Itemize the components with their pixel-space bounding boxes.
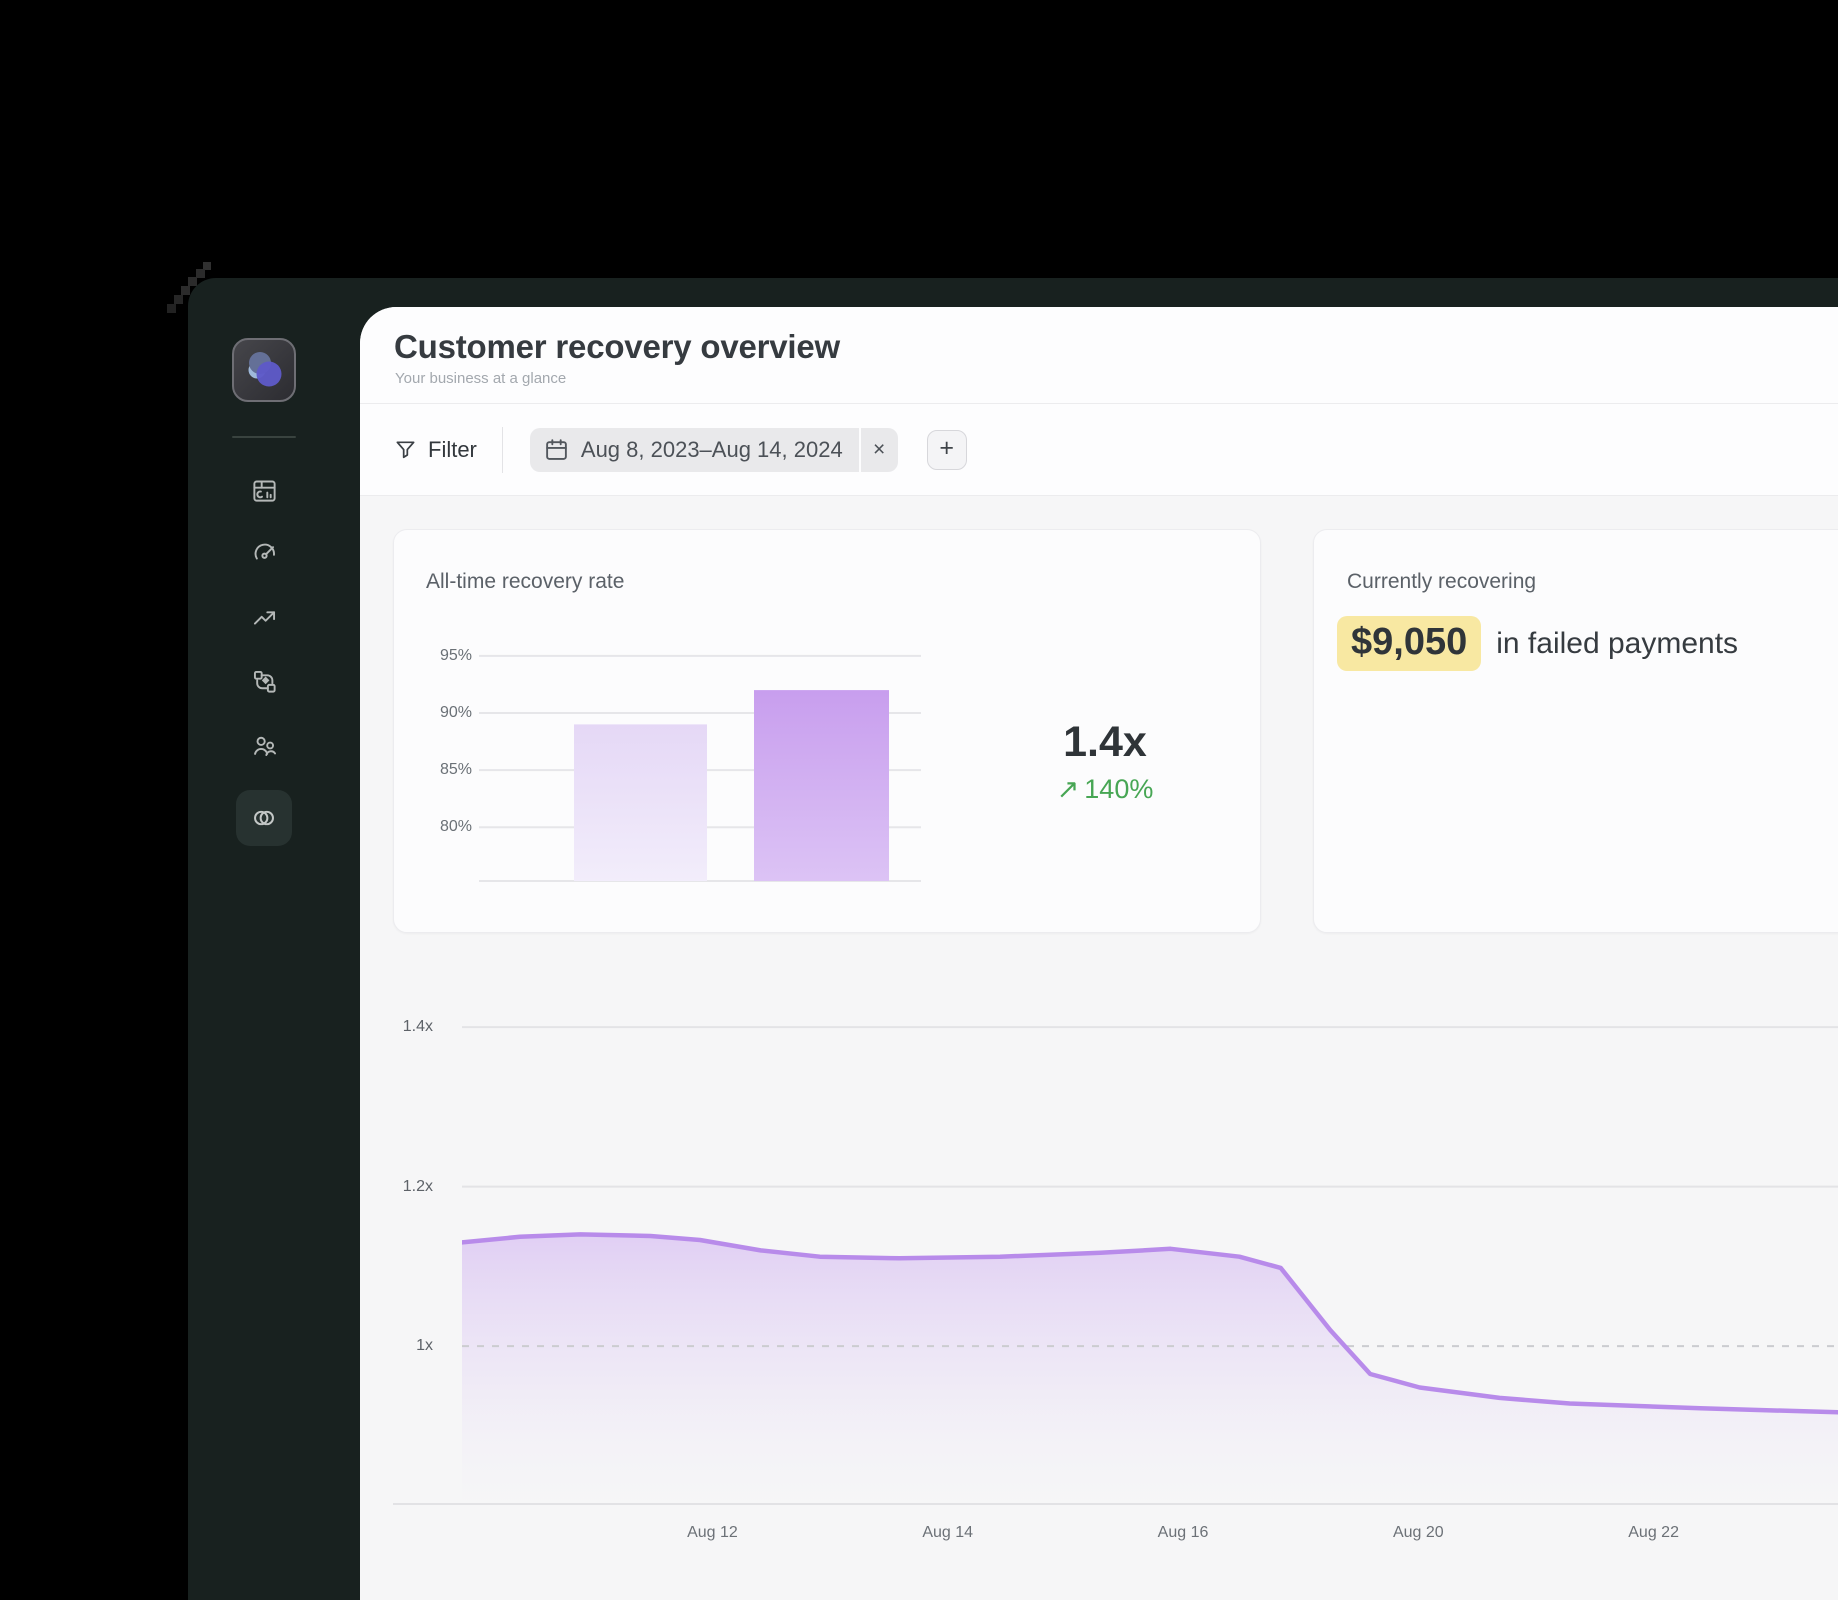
trend-xtick-label: Aug 16 bbox=[1157, 1524, 1209, 1541]
bar bbox=[754, 690, 889, 881]
close-icon: × bbox=[873, 437, 886, 461]
currently-recovering-card-title: Currently recovering bbox=[1347, 570, 1537, 593]
calendar-icon bbox=[546, 439, 567, 460]
sidebar-divider bbox=[232, 436, 296, 438]
trend-chart-y-axis: 1.4x 1.2x 1x bbox=[360, 980, 448, 1500]
trend-ytick-label: 1.2x bbox=[402, 1177, 433, 1195]
trend-ytick-label: 1.4x bbox=[402, 1018, 433, 1036]
date-range-chip[interactable]: Aug 8, 2023–Aug 14, 2024 bbox=[529, 427, 859, 472]
header-divider bbox=[360, 403, 1838, 404]
currently-recovering-card: Currently recovering $9,050 in failed pa… bbox=[1313, 529, 1838, 933]
trend-xtick-label: Aug 20 bbox=[1392, 1524, 1444, 1541]
filter-bar: Filter Aug 8, 2023–Aug 14, 2024 × bbox=[394, 404, 967, 495]
recovery-change-percent: 140% bbox=[1084, 774, 1154, 804]
sidebar-item-recovery[interactable] bbox=[236, 790, 292, 846]
swirl-logo-icon bbox=[248, 352, 282, 387]
recovery-trend-chart bbox=[462, 1026, 1838, 1500]
bar-ytick-label: 90% bbox=[439, 704, 472, 721]
add-filter-button[interactable]: + bbox=[926, 429, 967, 470]
main-content: Customer recovery overview Your business… bbox=[360, 307, 1838, 1600]
bar-ytick-label: 80% bbox=[439, 818, 472, 836]
filter-button[interactable]: Filter bbox=[394, 437, 477, 463]
recovery-multiple-value: 1.4x bbox=[1063, 718, 1147, 766]
trend-ytick-label: 1x bbox=[416, 1337, 433, 1355]
recovery-rate-card-title: All-time recovery rate bbox=[426, 570, 625, 593]
calendar-chart-icon bbox=[252, 480, 276, 502]
chart-baseline bbox=[393, 1503, 1838, 1505]
overlapping-circles-icon bbox=[254, 810, 274, 826]
sidebar-item-trends[interactable] bbox=[236, 590, 292, 646]
page-title: Customer recovery overview bbox=[394, 328, 841, 365]
sidebar bbox=[188, 278, 360, 1600]
gauge-icon bbox=[254, 543, 275, 560]
bar-ytick-label: 95% bbox=[439, 646, 472, 664]
app-window: Customer recovery overview Your business… bbox=[188, 278, 1838, 1600]
filter-funnel-icon bbox=[396, 441, 415, 459]
plus-icon: + bbox=[939, 434, 954, 462]
filter-bar-divider bbox=[360, 495, 1838, 496]
recovery-rate-card: All-time recovery rate 95% 90% 85% 80% 1.4x bbox=[393, 529, 1261, 933]
sidebar-item-customers[interactable] bbox=[236, 717, 292, 773]
recovering-amount-row: $9,050 in failed payments bbox=[1337, 616, 1738, 671]
recovery-change: ↗ 140% bbox=[1030, 774, 1180, 805]
recovery-rate-bar-chart bbox=[479, 654, 921, 882]
trend-line bbox=[462, 1232, 1838, 1415]
app-logo[interactable] bbox=[232, 338, 296, 402]
recovering-amount: $9,050 bbox=[1337, 616, 1482, 671]
page-header: Customer recovery overview Your business… bbox=[360, 307, 1838, 496]
workflow-icon bbox=[253, 670, 276, 693]
recovery-multiple-stat: 1.4x ↗ 140% bbox=[1030, 718, 1180, 805]
users-icon bbox=[253, 736, 276, 756]
sidebar-item-performance[interactable] bbox=[236, 525, 292, 581]
bar bbox=[574, 724, 707, 881]
page-subtitle: Your business at a glance bbox=[395, 370, 567, 387]
trend-up-arrow-icon: ↗ bbox=[1056, 774, 1080, 804]
trend-xtick-label: Aug 12 bbox=[687, 1524, 738, 1541]
trend-xtick-label: Aug 22 bbox=[1628, 1524, 1679, 1541]
bar-ytick-label: 85% bbox=[439, 761, 472, 779]
filter-button-label: Filter bbox=[428, 436, 477, 462]
date-range-label: Aug 8, 2023–Aug 14, 2024 bbox=[580, 436, 843, 462]
trend-xtick-label: Aug 14 bbox=[922, 1524, 974, 1541]
recovering-amount-caption: in failed payments bbox=[1496, 626, 1739, 660]
sidebar-item-dashboard[interactable] bbox=[236, 462, 292, 518]
filter-divider bbox=[501, 426, 503, 473]
trending-up-icon bbox=[253, 610, 275, 625]
trend-chart-x-axis: Aug 12 Aug 14 Aug 16 Aug 20 Aug 22 bbox=[462, 1524, 1838, 1546]
sidebar-item-automations[interactable] bbox=[236, 653, 292, 709]
remove-date-filter-button[interactable]: × bbox=[860, 427, 898, 472]
